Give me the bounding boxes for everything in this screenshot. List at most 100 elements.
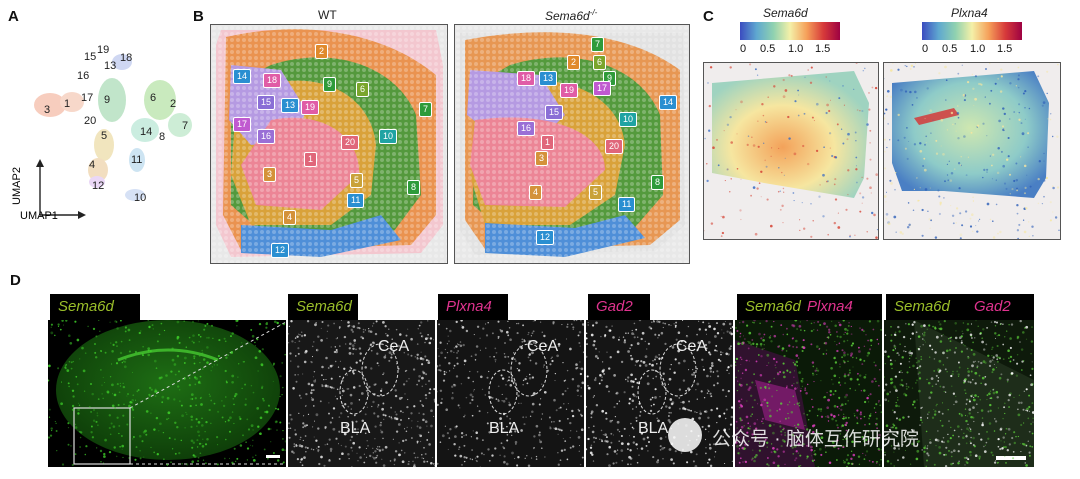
wechat-icon	[668, 418, 702, 452]
gene2-expression-map	[883, 62, 1061, 240]
cb1-tick: 1.0	[788, 43, 804, 55]
fish-merge1-image	[735, 320, 882, 467]
cluster-tag-16: 16	[517, 121, 536, 136]
fish-header-gene: Gad2	[596, 298, 633, 315]
cluster-tag-1: 1	[304, 152, 318, 167]
panel-label-c: C	[703, 8, 714, 25]
umap-cluster-label: 1	[64, 98, 71, 110]
cluster-tag-13: 13	[539, 71, 558, 86]
cluster-tag-9: 9	[323, 77, 337, 92]
cluster-tag-14: 14	[659, 95, 678, 110]
overview-brain	[48, 320, 286, 466]
cluster-tag-18: 18	[517, 71, 536, 86]
fish-plxna4-image	[437, 320, 584, 467]
cluster-tag-8: 8	[407, 180, 421, 195]
cb1-tick: 0.5	[760, 43, 776, 55]
cluster-tag-3: 3	[535, 151, 549, 166]
cluster-tag-18: 18	[263, 73, 282, 88]
cluster-tag-6: 6	[356, 82, 370, 97]
cluster-tag-5: 5	[350, 173, 364, 188]
cluster-tag-16: 16	[257, 129, 276, 144]
umap-scatter	[34, 54, 192, 201]
cluster-tag-15: 15	[257, 95, 276, 110]
gene2-tissue	[884, 63, 1060, 239]
cluster-tag-3: 3	[263, 167, 277, 182]
cluster-tag-20: 20	[605, 139, 624, 154]
wt-title: WT	[318, 8, 337, 22]
cluster-tag-10: 10	[379, 129, 398, 144]
cluster-tag-15: 15	[545, 105, 564, 120]
region-cea: CeA	[676, 338, 708, 355]
cluster-tag-11: 11	[347, 193, 365, 208]
umap-axis-y-label: UMAP2	[10, 167, 23, 205]
fish-merge2-image	[884, 320, 1034, 467]
cb2-tick: 0.5	[942, 43, 958, 55]
region-bla: BLA	[340, 420, 371, 437]
region-bla: BLA	[489, 420, 520, 437]
fish-panel-sema6d-gad2	[884, 320, 1034, 467]
cluster-tag-8: 8	[651, 175, 665, 190]
umap-axes	[36, 159, 86, 219]
fish-header-gene: Gad2	[974, 298, 1011, 315]
gene1-title: Sema6d	[763, 6, 808, 20]
cluster-tag-2: 2	[567, 55, 581, 70]
fish-header-gene: Sema6d	[745, 298, 801, 315]
umap-axis-x-label: UMAP1	[20, 210, 58, 222]
umap-cluster-label: 9	[104, 94, 111, 106]
watermark-text: 公众号 · 脑体互作研究院	[712, 429, 919, 450]
colorbar-gene2	[922, 22, 1022, 40]
umap-cluster-label: 14	[140, 126, 153, 138]
umap-cluster-label: 13	[104, 60, 117, 72]
cb2-tick: 1.0	[970, 43, 986, 55]
wt-tissue	[211, 25, 447, 263]
fish-header-1: Sema6d	[288, 294, 358, 320]
umap-cluster-label: 16	[77, 70, 90, 82]
panel-label-d: D	[10, 272, 21, 289]
cluster-tag-17: 17	[593, 81, 612, 96]
umap-cluster-label: 5	[101, 130, 108, 142]
ko-title: Sema6d-/-	[545, 8, 598, 23]
cluster-tag-14: 14	[233, 69, 252, 84]
umap-cluster-label: 2	[170, 98, 177, 110]
cluster-tag-12: 12	[536, 230, 555, 245]
cb2-tick: 0	[922, 43, 929, 55]
cluster-tag-4: 4	[529, 185, 543, 200]
cluster-tag-19: 19	[560, 83, 579, 98]
umap-cluster-label: 15	[84, 51, 97, 63]
gene2-title: Plxna4	[951, 6, 988, 20]
cluster-tag-19: 19	[301, 100, 320, 115]
fish-header-gene: Plxna4	[446, 298, 492, 315]
umap-cluster-label: 20	[84, 115, 97, 127]
gene1-expression-map	[703, 62, 879, 240]
region-cea: CeA	[378, 338, 410, 355]
wt-spatial-map: 14 2 18 9 6 15 13 19 7 17 16 20 10 1 3 5 8 11 4 12	[210, 24, 448, 264]
gene1-tissue	[704, 63, 878, 239]
umap-cluster-label: 17	[81, 92, 94, 104]
cluster-tag-7: 7	[419, 102, 433, 117]
cluster-tag-7: 7	[591, 37, 605, 52]
overview-header: Sema6d	[50, 294, 140, 320]
cluster-tag-20: 20	[341, 135, 360, 150]
cluster-tag-17: 17	[233, 117, 252, 132]
umap-cluster-label: 19	[97, 44, 110, 56]
panel-label-a: A	[8, 8, 19, 25]
fish-gad2-image	[586, 320, 733, 467]
fish-panel-sema6d: CeA BLA	[288, 320, 435, 467]
fish-header-3: Gad2	[588, 294, 650, 320]
umap-cluster-label: 3	[44, 104, 51, 116]
cb2-tick: 1.5	[997, 43, 1013, 55]
fish-header-gene: Plxna4	[807, 298, 853, 315]
fish-sema6d-image	[288, 320, 435, 467]
colorbar-gene1	[740, 22, 840, 40]
region-bla: BLA	[638, 420, 669, 437]
fish-header-gene: Sema6d	[894, 298, 950, 315]
umap-cluster-label: 4	[89, 159, 96, 171]
cluster-tag-10: 10	[619, 112, 638, 127]
overview-fish-image	[48, 320, 286, 467]
cluster-tag-6: 6	[593, 55, 607, 70]
umap-cluster-label: 8	[159, 131, 166, 143]
fish-panel-gad2: CeA BLA	[586, 320, 733, 467]
umap-cluster-label: 12	[92, 180, 105, 192]
umap-cluster-label: 10	[134, 192, 147, 204]
fish-header-2: Plxna4	[438, 294, 508, 320]
